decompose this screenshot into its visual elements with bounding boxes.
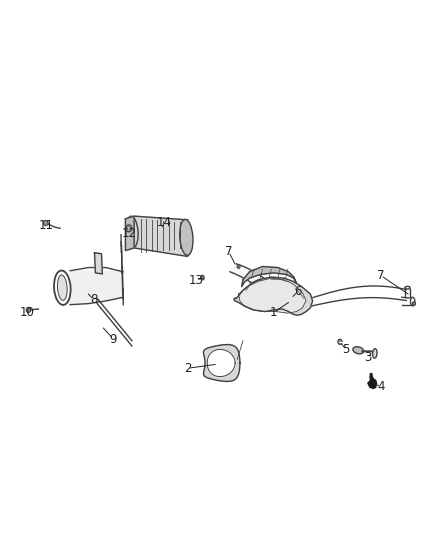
Ellipse shape (338, 339, 342, 344)
Polygon shape (239, 278, 306, 313)
Polygon shape (368, 374, 377, 389)
Text: 2: 2 (184, 362, 191, 375)
Text: 10: 10 (20, 306, 35, 319)
Ellipse shape (127, 227, 131, 230)
Ellipse shape (237, 265, 240, 268)
Ellipse shape (126, 225, 132, 232)
Text: 7: 7 (225, 245, 232, 258)
Ellipse shape (413, 302, 416, 305)
Text: 12: 12 (121, 227, 136, 240)
Polygon shape (230, 264, 295, 314)
Text: 8: 8 (90, 293, 97, 306)
Ellipse shape (57, 275, 67, 301)
Polygon shape (242, 266, 297, 287)
Polygon shape (95, 253, 102, 274)
Ellipse shape (201, 275, 204, 279)
Ellipse shape (353, 346, 364, 354)
Ellipse shape (405, 286, 410, 289)
Text: 11: 11 (38, 219, 53, 232)
Text: 4: 4 (377, 381, 385, 393)
Polygon shape (134, 216, 187, 256)
Polygon shape (125, 216, 134, 251)
Text: 7: 7 (377, 269, 385, 282)
Text: 9: 9 (110, 333, 117, 345)
Polygon shape (207, 350, 235, 377)
Text: 13: 13 (189, 274, 204, 287)
Ellipse shape (180, 220, 193, 255)
Polygon shape (204, 344, 240, 382)
Ellipse shape (44, 220, 48, 225)
Text: 1: 1 (270, 306, 277, 319)
Text: 6: 6 (294, 285, 302, 298)
Ellipse shape (410, 297, 415, 306)
Ellipse shape (54, 271, 71, 305)
Polygon shape (70, 271, 123, 305)
Ellipse shape (126, 216, 138, 248)
Text: 3: 3 (364, 351, 372, 364)
Ellipse shape (373, 349, 377, 358)
Text: 5: 5 (343, 343, 350, 356)
Ellipse shape (201, 276, 204, 280)
Text: 14: 14 (156, 216, 171, 229)
Ellipse shape (26, 308, 31, 313)
Polygon shape (234, 277, 313, 316)
